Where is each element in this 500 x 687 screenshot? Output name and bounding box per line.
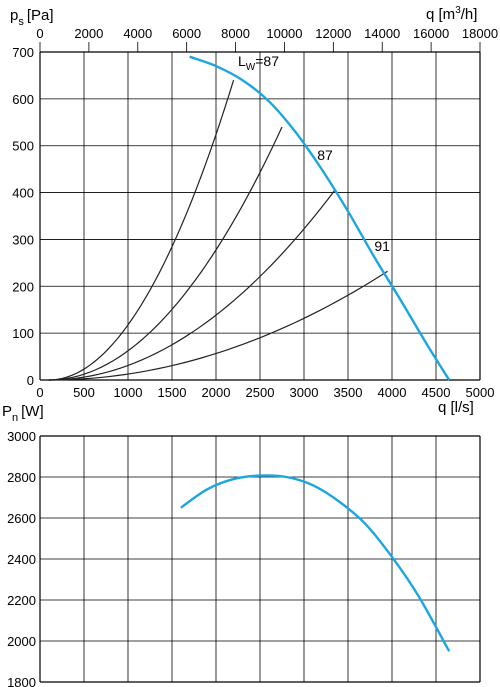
top-ytick-label: 400	[12, 186, 34, 201]
top-secondary-tick-label: 0	[36, 26, 43, 41]
svg-text:ps[Pa]: ps [Pa]	[10, 7, 54, 28]
top-ytick-label: 600	[12, 92, 34, 107]
fan-curve-line	[189, 55, 451, 381]
top-secondary-tick-label: 12000	[315, 26, 351, 41]
top-ytick-label: 100	[12, 326, 34, 341]
top-secondary-tick-label: 16000	[413, 26, 449, 41]
top-ytick-label: 700	[12, 45, 34, 60]
top-xtick-label: 3000	[290, 385, 319, 400]
bottom-ytick-label: 2800	[7, 470, 36, 485]
bottom-chart-ylabel: Pn [W]	[2, 403, 44, 424]
power-curve-line	[180, 474, 451, 652]
bottom-ylabel-main: P	[2, 403, 12, 420]
top-xtick-label: 3500	[334, 385, 363, 400]
top-ytick-label: 200	[12, 279, 34, 294]
curve-label-87: 87	[317, 147, 333, 163]
top-xtick-label: 4000	[378, 385, 407, 400]
xlabel-top-main: q [m	[426, 6, 455, 23]
bottom-ytick-label: 2200	[7, 593, 36, 608]
top-chart-xticks-top: 0 2000 4000 6000 8000 10000 12000 14000 16000 180…	[36, 26, 498, 52]
top-ylabel-sub: s	[18, 16, 24, 28]
top-ylabel-unit: [Pa]	[27, 7, 54, 24]
top-secondary-tick-label: 18000	[462, 26, 498, 41]
curve-labels: LW=87 87 91	[238, 53, 390, 254]
bottom-ytick-label: 3000	[7, 429, 36, 444]
system-curves	[48, 79, 388, 381]
top-chart-xlabel-bottom: q [l/s]	[438, 399, 474, 416]
bottom-chart-yticks: 1800 2000 2200 2400 2600 2800 3000	[7, 429, 36, 687]
top-ytick-label: 500	[12, 139, 34, 154]
top-xtick-label: 1500	[158, 385, 187, 400]
svg-text:Pn[W]: Pn [W]	[2, 403, 44, 424]
top-chart-xticks-bottom: 0 500 1000 1500 2000 2500 3000 3500 4000 4500 5000	[36, 385, 494, 400]
svg-text:q [m3/h]: q [m3/h]	[426, 5, 477, 23]
top-secondary-tick-label: 4000	[123, 26, 152, 41]
top-ylabel-main: p	[10, 7, 18, 24]
top-xtick-label: 2500	[246, 385, 275, 400]
power-curve	[180, 474, 451, 652]
system-curve-1	[48, 79, 235, 381]
top-ytick-label: 0	[27, 373, 34, 388]
system-curve-3	[48, 189, 336, 381]
top-secondary-tick-label: 2000	[74, 26, 103, 41]
system-curve-4	[48, 270, 388, 381]
xlabel-top-end: /h]	[461, 6, 478, 23]
top-chart-grid	[39, 51, 481, 381]
curve-label-91: 91	[374, 238, 390, 254]
system-curve-2	[48, 126, 283, 381]
bottom-ytick-label: 2000	[7, 634, 36, 649]
bottom-ytick-label: 2400	[7, 552, 36, 567]
bottom-ytick-label: 1800	[7, 675, 36, 687]
top-xtick-label: 500	[73, 385, 95, 400]
xlabel-top-sup: 3	[455, 5, 461, 16]
top-ytick-label: 300	[12, 232, 34, 247]
fan-curve	[189, 55, 451, 381]
top-xtick-label: 1000	[114, 385, 143, 400]
bottom-ytick-label: 2600	[7, 511, 36, 526]
top-secondary-tick-label: 8000	[221, 26, 250, 41]
top-xtick-label: 2000	[202, 385, 231, 400]
top-xtick-label: 4500	[422, 385, 451, 400]
top-xtick-label: 5000	[466, 385, 495, 400]
top-secondary-tick-label: 14000	[364, 26, 400, 41]
curve-label-lw87: LW=87	[238, 53, 279, 73]
top-secondary-tick-label: 10000	[266, 26, 302, 41]
bottom-ylabel-unit: [W]	[21, 403, 44, 420]
top-chart-yticks: 0 100 200 300 400 500 600 700	[12, 45, 34, 388]
top-xtick-label: 0	[36, 385, 43, 400]
bottom-chart-grid	[39, 435, 481, 683]
top-chart-xlabel-top: q [m3/h]	[426, 5, 477, 23]
top-secondary-tick-label: 6000	[172, 26, 201, 41]
top-chart-ylabel: ps [Pa]	[10, 7, 54, 28]
bottom-ylabel-sub: n	[12, 412, 18, 424]
